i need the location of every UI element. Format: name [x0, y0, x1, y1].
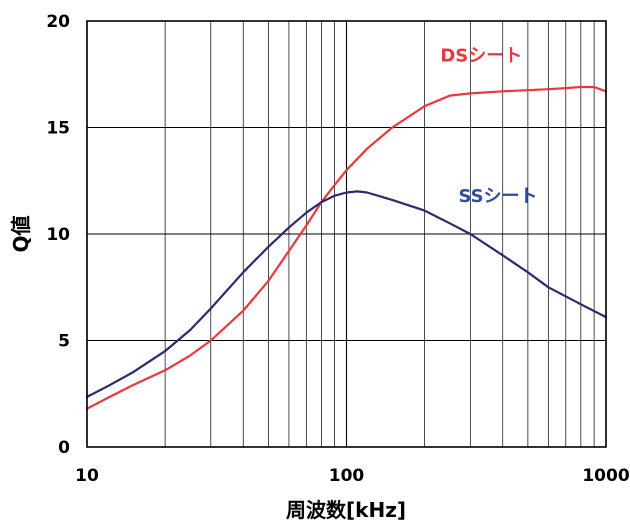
x-axis-title: 周波数[kHz] — [286, 498, 406, 522]
x-tick-label: 100 — [329, 466, 365, 486]
y-axis-title: Q値 — [9, 215, 33, 252]
y-tick-label: 20 — [46, 12, 70, 32]
series-line-ds — [85, 85, 608, 410]
grid — [86, 20, 607, 448]
series-lines — [85, 85, 608, 410]
y-tick-label: 15 — [46, 119, 70, 139]
y-tick-label: 10 — [46, 225, 70, 245]
series-label-ds: DSシート — [440, 45, 522, 66]
series-label-ss: SSシート — [458, 186, 537, 207]
y-tick-label: 0 — [58, 438, 70, 458]
y-tick-label: 5 — [58, 332, 70, 352]
plot-frame — [86, 20, 607, 448]
x-tick-label: 10 — [75, 466, 99, 486]
labels: 10 100 1000 0 5 10 15 20 DSシート SSシート — [46, 12, 629, 486]
x-tick-label: 1000 — [582, 466, 629, 486]
series-line-ss — [85, 190, 608, 398]
